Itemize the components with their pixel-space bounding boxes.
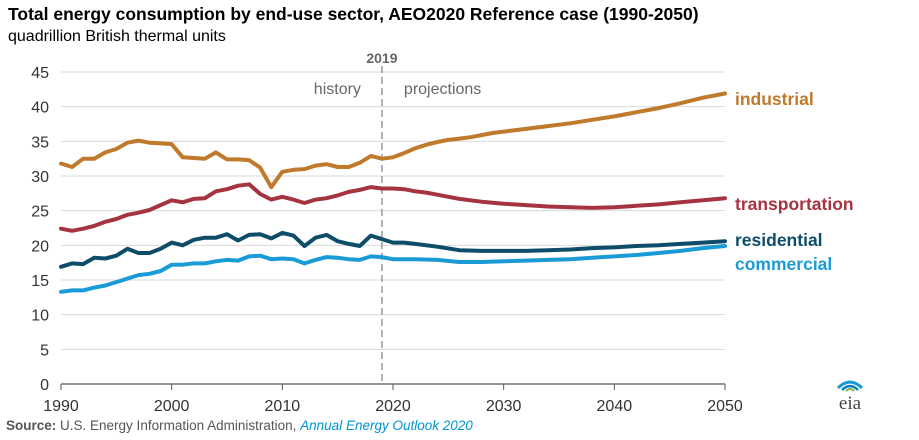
series-line-transportation bbox=[59, 182, 727, 233]
series-line-residential bbox=[59, 230, 727, 269]
y-tick-label-0: 0 bbox=[40, 377, 49, 394]
x-tick-label-2030: 2030 bbox=[486, 398, 522, 415]
source-publication-link[interactable]: Annual Energy Outlook 2020 bbox=[300, 418, 473, 433]
chart-title: Total energy consumption by end-use sect… bbox=[8, 4, 699, 24]
y-tick-label-10: 10 bbox=[31, 308, 49, 325]
chart-subtitle: quadrillion British thermal units bbox=[8, 28, 226, 45]
x-tick-label-2000: 2000 bbox=[154, 398, 190, 415]
series-label-transportation: transportation bbox=[735, 194, 854, 214]
y-tick-label-20: 20 bbox=[31, 238, 49, 255]
y-tick-label-25: 25 bbox=[31, 204, 49, 221]
x-tick-label-1990: 1990 bbox=[43, 398, 79, 415]
source-label: Source: bbox=[6, 418, 57, 433]
y-tick-label-30: 30 bbox=[31, 169, 49, 186]
eia-logo-text: eia bbox=[839, 393, 862, 412]
source-text: U.S. Energy Information Administration, bbox=[60, 418, 297, 433]
y-tick-label-15: 15 bbox=[31, 273, 49, 290]
x-tick-label-2040: 2040 bbox=[597, 398, 633, 415]
eia-logo: eia bbox=[828, 378, 872, 417]
x-tick-label-2050: 2050 bbox=[707, 398, 743, 415]
source-note: Source: U.S. Energy Information Administ… bbox=[6, 418, 473, 433]
projections-label: projections bbox=[404, 81, 481, 98]
y-tick-label-40: 40 bbox=[31, 100, 49, 117]
x-tick-label-2010: 2010 bbox=[265, 398, 301, 415]
y-tick-label-5: 5 bbox=[40, 342, 49, 359]
y-tick-label-35: 35 bbox=[31, 134, 49, 151]
eia-logo-icon: eia bbox=[836, 380, 864, 414]
series-label-industrial: industrial bbox=[735, 89, 814, 109]
series-label-commercial: commercial bbox=[735, 254, 832, 274]
divider-label: 2019 bbox=[366, 50, 397, 66]
x-tick-label-2020: 2020 bbox=[375, 398, 411, 415]
series-line-commercial bbox=[59, 244, 727, 294]
series-label-residential: residential bbox=[735, 230, 823, 250]
series-line-industrial bbox=[59, 91, 727, 190]
y-tick-label-45: 45 bbox=[31, 65, 49, 82]
history-label: history bbox=[314, 81, 361, 98]
